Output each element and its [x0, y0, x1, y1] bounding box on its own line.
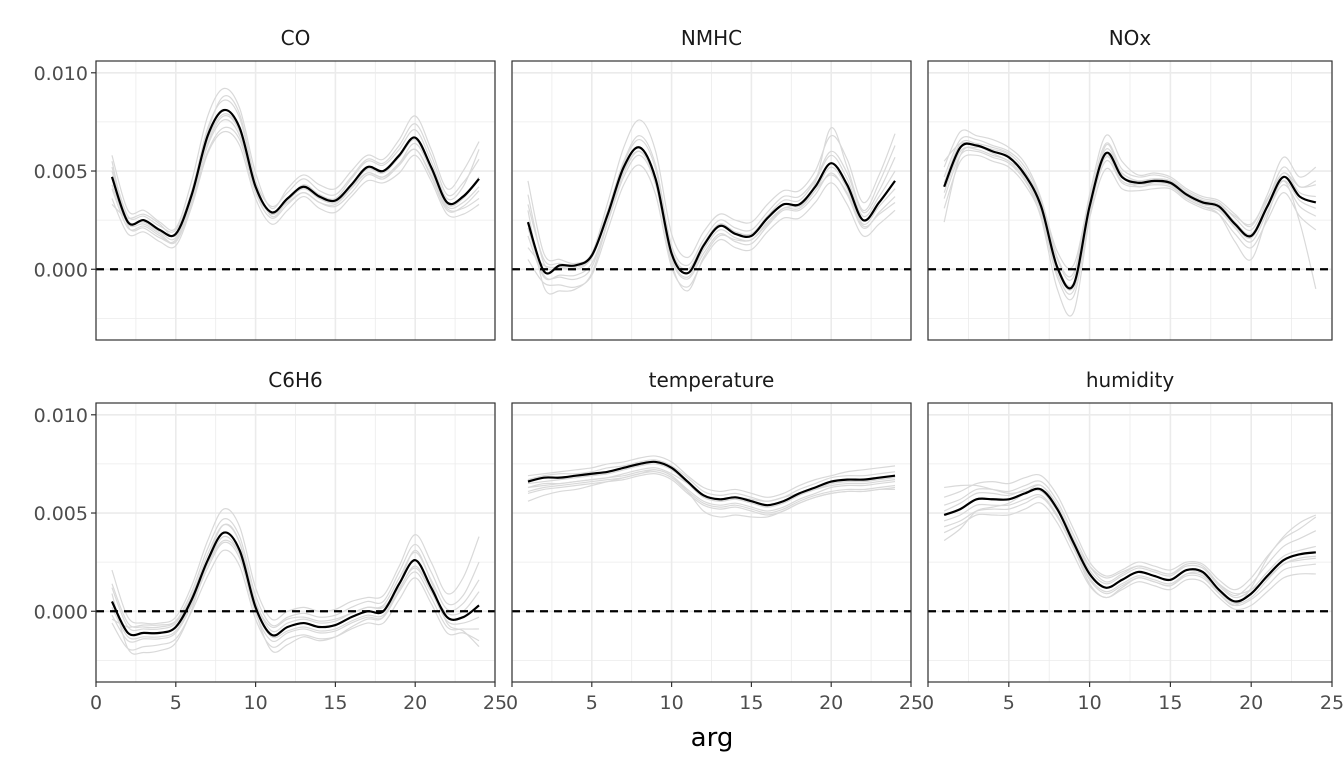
- panel-title: temperature: [649, 368, 775, 392]
- facet-panel: NMHC: [511, 26, 912, 341]
- sample-curve: [943, 139, 1316, 287]
- sample-curve: [111, 99, 480, 233]
- x-tick-label: 5: [586, 692, 598, 714]
- x-tick-label: 0: [90, 692, 102, 714]
- x-tick-label: 25: [483, 692, 507, 714]
- sample-curve: [111, 523, 480, 633]
- sample-curve: [527, 164, 896, 289]
- sample-curve: [111, 130, 480, 249]
- sample-curve: [527, 150, 896, 281]
- facet-panel: temperature 0 5 10 15 20 25: [506, 368, 923, 714]
- x-tick-label: 0: [922, 692, 934, 714]
- panel-border: [511, 402, 912, 683]
- panel-border: [95, 60, 496, 341]
- panel-lines: [512, 455, 911, 613]
- mean-curve: [110, 108, 480, 238]
- panel-border: [95, 402, 496, 683]
- sample-curve: [943, 484, 1317, 606]
- sample-curve: [111, 523, 480, 655]
- sample-curve: [527, 455, 896, 498]
- panel-lines: [928, 129, 1332, 317]
- y-tick-label: 0.010: [34, 405, 88, 427]
- x-tick-label: 15: [739, 692, 763, 714]
- panel-title: CO: [281, 26, 311, 50]
- mean-curve: [943, 487, 1316, 603]
- sample-curve: [527, 459, 896, 502]
- sample-curve: [527, 154, 896, 281]
- x-tick-label: 20: [1239, 692, 1263, 714]
- facet-panel: CO 0.000 0.005 0.010: [34, 26, 496, 341]
- x-tick-label: 10: [660, 692, 684, 714]
- sample-curve: [111, 535, 480, 640]
- sample-curve: [943, 484, 1316, 599]
- x-tick-label: 20: [819, 692, 843, 714]
- panel-title: NMHC: [681, 26, 742, 50]
- sample-curve: [111, 115, 480, 244]
- sample-curve: [943, 136, 1317, 281]
- panel-border: [927, 60, 1333, 341]
- sample-curve: [111, 549, 480, 651]
- y-tick-label: 0.000: [34, 259, 88, 281]
- panel-title: humidity: [1086, 368, 1174, 392]
- sample-curve: [111, 508, 480, 625]
- y-tick-label: 0.000: [34, 601, 88, 623]
- sample-curve: [111, 539, 480, 629]
- x-tick-label: 10: [244, 692, 268, 714]
- sample-curve: [527, 463, 896, 508]
- sample-curve: [111, 87, 480, 231]
- sample-curve: [943, 129, 1317, 278]
- panel-lines: [96, 87, 495, 271]
- mean-curve: [943, 142, 1317, 290]
- sample-curve: [527, 127, 896, 295]
- panel-border: [511, 60, 912, 341]
- sample-curve: [943, 149, 1317, 295]
- sample-curve: [943, 496, 1316, 607]
- facet-panel: humidity 0 5 10 15 20 25: [922, 368, 1344, 714]
- sample-curve: [527, 471, 896, 514]
- panel-lines: [96, 508, 495, 655]
- x-tick-label: 5: [1003, 692, 1015, 714]
- x-tick-label: 15: [323, 692, 347, 714]
- y-tick-label: 0.010: [34, 63, 88, 85]
- sample-curve: [943, 146, 1317, 291]
- panel-lines: [928, 473, 1332, 613]
- y-tick-label: 0.005: [34, 503, 88, 525]
- sample-curve: [111, 541, 480, 643]
- sample-curve: [943, 494, 1316, 605]
- x-tick-label: 10: [1078, 692, 1102, 714]
- facet-panel: NOx: [927, 26, 1333, 341]
- panel-border: [927, 402, 1333, 683]
- sample-curve: [943, 154, 1317, 301]
- x-tick-label: 0: [506, 692, 518, 714]
- facet-panel: C6H6 0.000 0.005 0.010 0 5 10 15 20 25: [34, 368, 508, 714]
- y-tick-label: 0.005: [34, 161, 88, 183]
- x-tick-label: 20: [403, 692, 427, 714]
- panel-title: NOx: [1109, 26, 1152, 50]
- panel-lines: [512, 119, 911, 295]
- panel-title: C6H6: [268, 368, 322, 392]
- mean-curve: [527, 460, 896, 507]
- sample-curve: [943, 480, 1317, 597]
- sample-curve: [527, 472, 896, 516]
- sample-curve: [943, 502, 1316, 611]
- sample-curve: [943, 473, 1317, 591]
- mean-curve: [526, 146, 896, 275]
- x-tick-label: 5: [170, 692, 182, 714]
- x-tick-label: 15: [1158, 692, 1182, 714]
- mean-curve: [110, 531, 480, 637]
- x-tick-label: 25: [899, 692, 923, 714]
- x-axis-title: arg: [691, 723, 734, 753]
- x-tick-label: 25: [1320, 692, 1344, 714]
